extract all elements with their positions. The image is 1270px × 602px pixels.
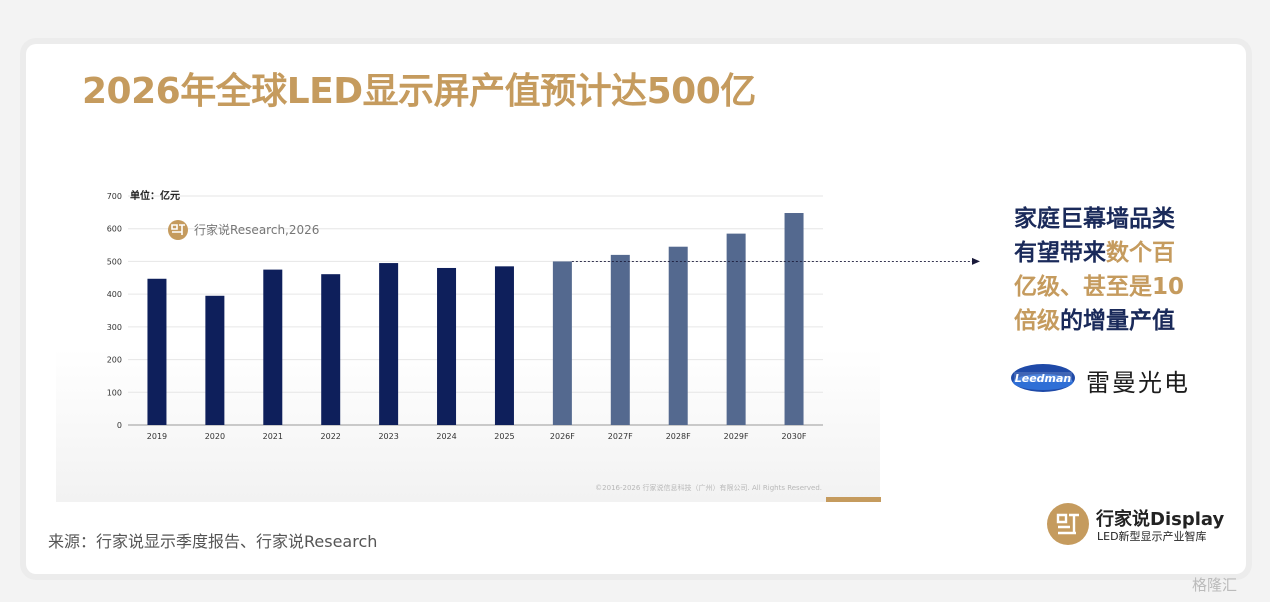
x-tick-label: 2030F [782, 432, 807, 441]
bar-2025 [494, 266, 514, 425]
y-tick-label: 100 [107, 388, 122, 397]
x-tick-label: 2019 [147, 432, 167, 441]
research-watermark: 行家说Research,2026 [168, 220, 319, 240]
x-tick-label: 2022 [321, 432, 341, 441]
source-note: 来源：行家说显示季度报告、行家说Research [48, 532, 378, 551]
y-tick-label: 200 [107, 356, 122, 365]
callout-line-1: 家庭巨幕墙品类 [1014, 206, 1175, 232]
x-tick-label: 2028F [666, 432, 691, 441]
y-tick-label: 400 [107, 290, 122, 299]
bar-2019 [147, 278, 167, 425]
unit-label: 单位：亿元 [130, 189, 180, 202]
callout-line-4: 倍级的增量产值 [1014, 308, 1175, 334]
callout-line-2: 有望带来数个百 [1014, 240, 1175, 266]
x-tick-label: 2029F [724, 432, 749, 441]
x-tick-label: 2025 [494, 432, 514, 441]
bar-2030F [784, 213, 804, 425]
bar-2026F [552, 261, 572, 425]
bar-2021 [263, 269, 283, 425]
bar-2027F [610, 254, 630, 425]
x-tick-label: 2026F [550, 432, 575, 441]
x-tick-label: 2021 [263, 432, 283, 441]
partner-name: 雷曼光电 [1086, 369, 1190, 397]
callout-text: 家庭巨幕墙品类 有望带来数个百 亿级、甚至是10 倍级的增量产值 [1014, 202, 1214, 338]
corner-watermark: 格隆汇 [1192, 576, 1238, 594]
x-tick-label: 2023 [378, 432, 398, 441]
y-axis-ticks: 0 100 200 300 400 500 600 700 [107, 192, 122, 430]
bar-2029F [726, 233, 746, 425]
bar-2023 [379, 263, 399, 425]
brand-tagline: LED新型显示产业智库 [1097, 530, 1207, 543]
leedman-logo-text: Leedman [1015, 372, 1072, 385]
leedman-logo: Leedman [1011, 364, 1075, 392]
arrow-right-icon [972, 257, 980, 265]
callout-line-3: 亿级、甚至是10 [1014, 274, 1185, 300]
bar-2028F [668, 246, 688, 425]
x-tick-label: 2020 [205, 432, 225, 441]
y-tick-label: 600 [107, 225, 122, 234]
chart-accent-line [826, 497, 881, 502]
research-watermark-text: 行家说Research,2026 [194, 222, 319, 237]
y-tick-label: 0 [117, 421, 122, 430]
brand-name: 行家说Display [1096, 509, 1225, 530]
reference-line [571, 257, 980, 265]
y-tick-label: 700 [107, 192, 122, 201]
chart-bars [147, 213, 804, 425]
bar-2022 [321, 274, 341, 425]
x-tick-label: 2024 [436, 432, 456, 441]
chart-gridlines [128, 195, 823, 426]
brand-logo-icon [1047, 503, 1089, 545]
bar-2020 [205, 295, 225, 425]
x-axis-ticks: 2019 2020 2021 2022 2023 2024 2025 2026F 2027F 20… [147, 432, 807, 441]
bar-2024 [437, 267, 457, 425]
y-tick-label: 300 [107, 323, 122, 332]
research-logo-icon [168, 220, 188, 240]
slide-title: 2026年全球LED显示屏产值预计达500亿 [82, 71, 756, 112]
x-tick-label: 2027F [608, 432, 633, 441]
y-tick-label: 500 [107, 257, 122, 266]
copyright-text: ©2016-2026 行家说信息科技（广州）有限公司. All Rights R… [595, 483, 822, 492]
